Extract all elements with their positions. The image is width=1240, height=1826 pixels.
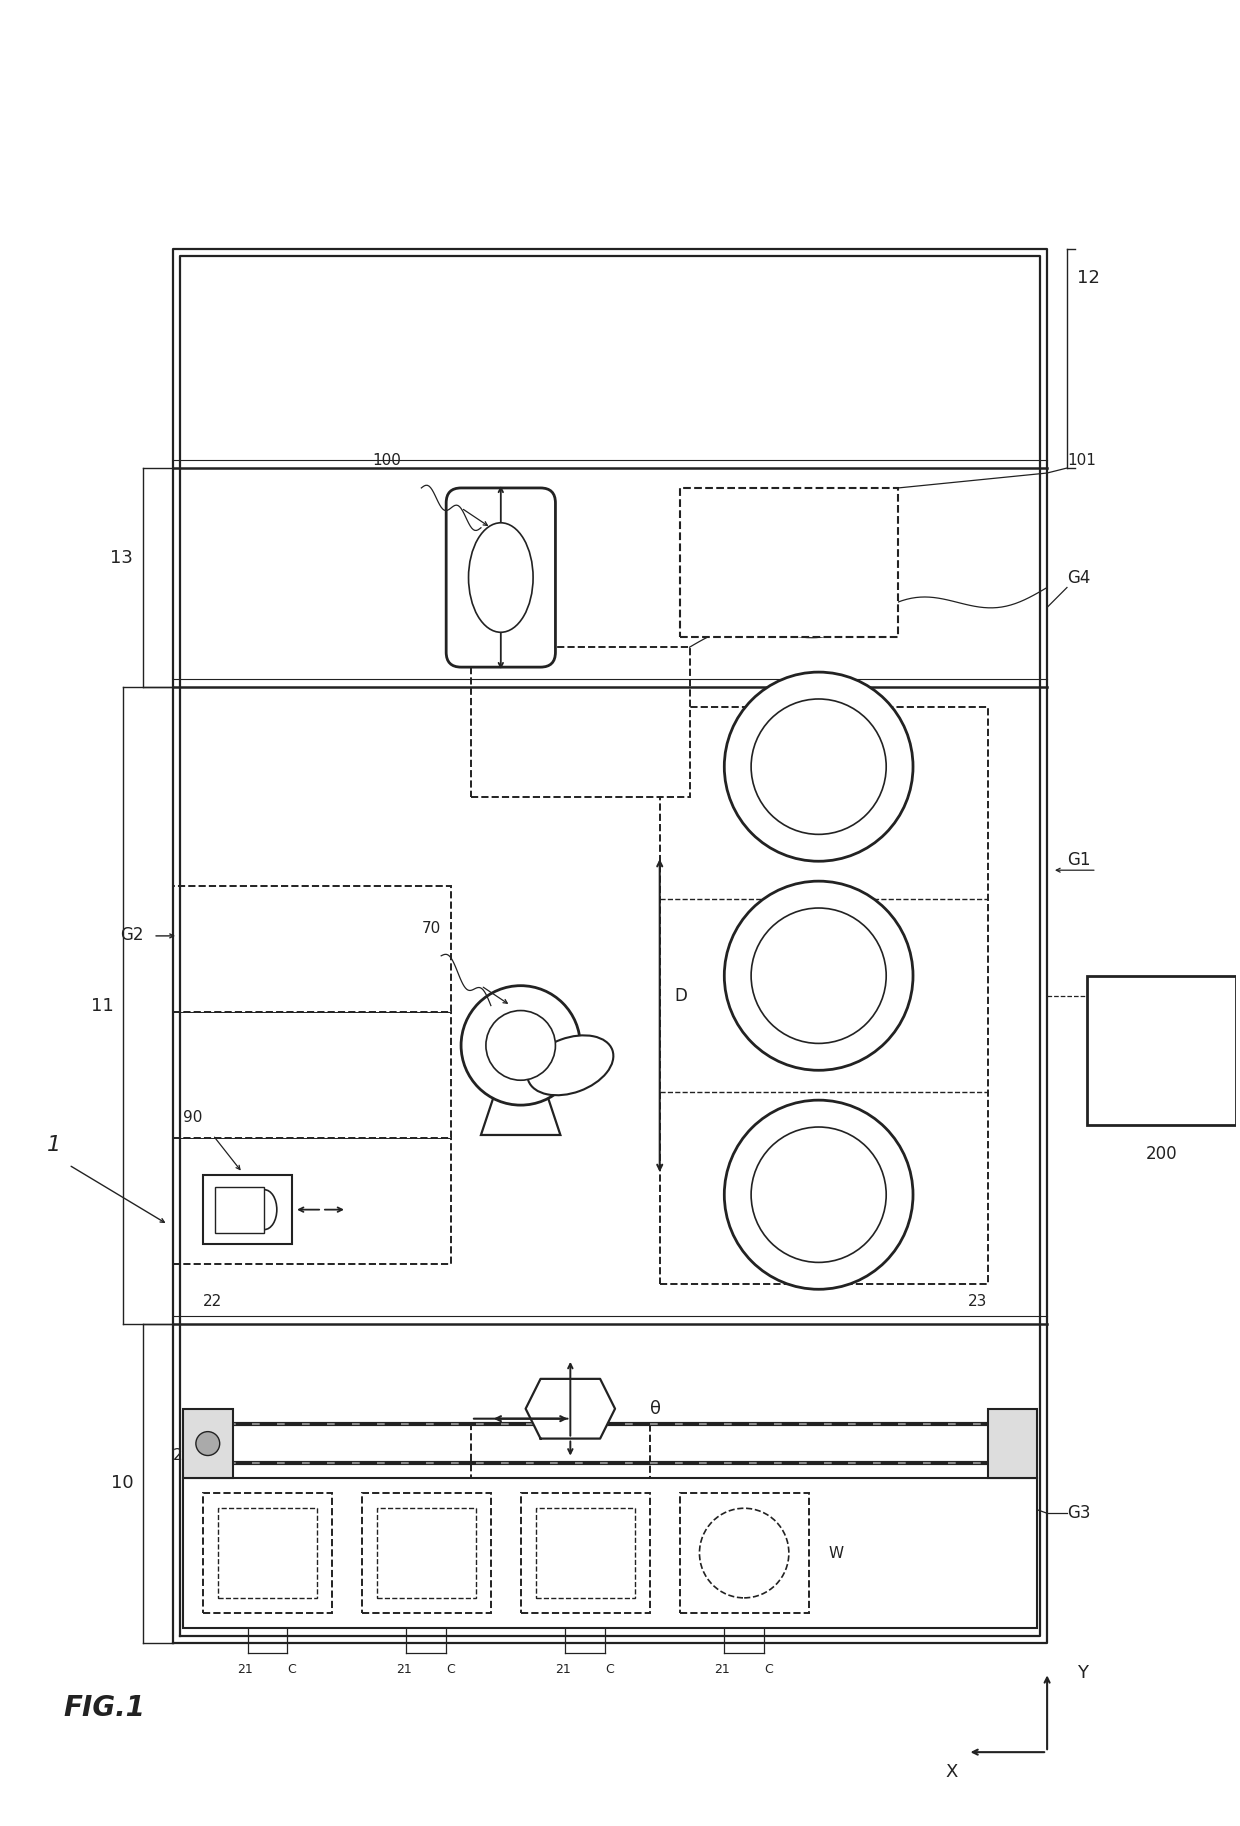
Ellipse shape bbox=[527, 1035, 614, 1096]
Circle shape bbox=[196, 1432, 219, 1455]
Bar bbox=[362, 1494, 491, 1612]
Text: 1: 1 bbox=[47, 1136, 61, 1154]
Circle shape bbox=[724, 882, 913, 1070]
Text: 21: 21 bbox=[556, 1662, 572, 1676]
Bar bbox=[215, 1187, 264, 1233]
Bar bbox=[660, 707, 987, 1284]
Text: C: C bbox=[446, 1662, 455, 1676]
Bar bbox=[174, 886, 451, 1012]
Text: D: D bbox=[675, 986, 687, 1004]
Bar bbox=[203, 1494, 332, 1612]
Bar bbox=[184, 1408, 233, 1479]
Text: 100: 100 bbox=[372, 453, 402, 467]
Text: 101: 101 bbox=[1066, 453, 1096, 467]
Circle shape bbox=[486, 1010, 556, 1081]
Bar bbox=[174, 1012, 451, 1138]
Bar bbox=[987, 1408, 1037, 1479]
Bar bbox=[680, 488, 898, 637]
Text: 22: 22 bbox=[203, 1295, 222, 1309]
Text: 23: 23 bbox=[967, 1295, 987, 1309]
Bar bbox=[1086, 975, 1236, 1125]
Bar bbox=[536, 1508, 635, 1598]
FancyBboxPatch shape bbox=[446, 488, 556, 666]
Text: 70: 70 bbox=[422, 920, 440, 937]
Bar bbox=[203, 1174, 293, 1245]
Text: 13: 13 bbox=[110, 548, 133, 566]
Circle shape bbox=[751, 908, 887, 1043]
Ellipse shape bbox=[469, 522, 533, 632]
Text: 21: 21 bbox=[238, 1662, 253, 1676]
Text: G4: G4 bbox=[1066, 570, 1090, 588]
Text: W: W bbox=[828, 1545, 843, 1561]
Text: C: C bbox=[605, 1662, 614, 1676]
Bar bbox=[184, 1479, 1037, 1627]
Text: C: C bbox=[288, 1662, 296, 1676]
Bar bbox=[521, 1494, 650, 1612]
Bar bbox=[377, 1508, 476, 1598]
Polygon shape bbox=[481, 1076, 560, 1136]
Bar bbox=[471, 646, 689, 796]
Bar bbox=[218, 1508, 317, 1598]
Circle shape bbox=[699, 1508, 789, 1598]
Text: 11: 11 bbox=[91, 997, 113, 1015]
Text: G2: G2 bbox=[120, 926, 144, 944]
Bar bbox=[174, 1138, 451, 1264]
Text: 10: 10 bbox=[110, 1474, 133, 1492]
Text: 90: 90 bbox=[184, 1110, 202, 1125]
Text: 200: 200 bbox=[1146, 1145, 1177, 1163]
Polygon shape bbox=[526, 1379, 615, 1439]
Circle shape bbox=[461, 986, 580, 1105]
Circle shape bbox=[751, 1127, 887, 1262]
Circle shape bbox=[724, 672, 913, 862]
Circle shape bbox=[751, 699, 887, 834]
Circle shape bbox=[724, 1099, 913, 1289]
Text: C: C bbox=[764, 1662, 773, 1676]
Bar bbox=[680, 1494, 808, 1612]
Bar bbox=[471, 1424, 650, 1603]
Text: 21: 21 bbox=[397, 1662, 412, 1676]
Text: FIG.1: FIG.1 bbox=[63, 1695, 145, 1722]
Text: 21: 21 bbox=[714, 1662, 730, 1676]
Text: θ: θ bbox=[650, 1401, 661, 1417]
Text: G3: G3 bbox=[1066, 1505, 1090, 1523]
Text: X: X bbox=[945, 1764, 957, 1780]
Text: 20: 20 bbox=[174, 1448, 192, 1463]
Text: Y: Y bbox=[1076, 1663, 1087, 1682]
Text: 12: 12 bbox=[1076, 268, 1100, 287]
Text: G1: G1 bbox=[1066, 851, 1090, 869]
